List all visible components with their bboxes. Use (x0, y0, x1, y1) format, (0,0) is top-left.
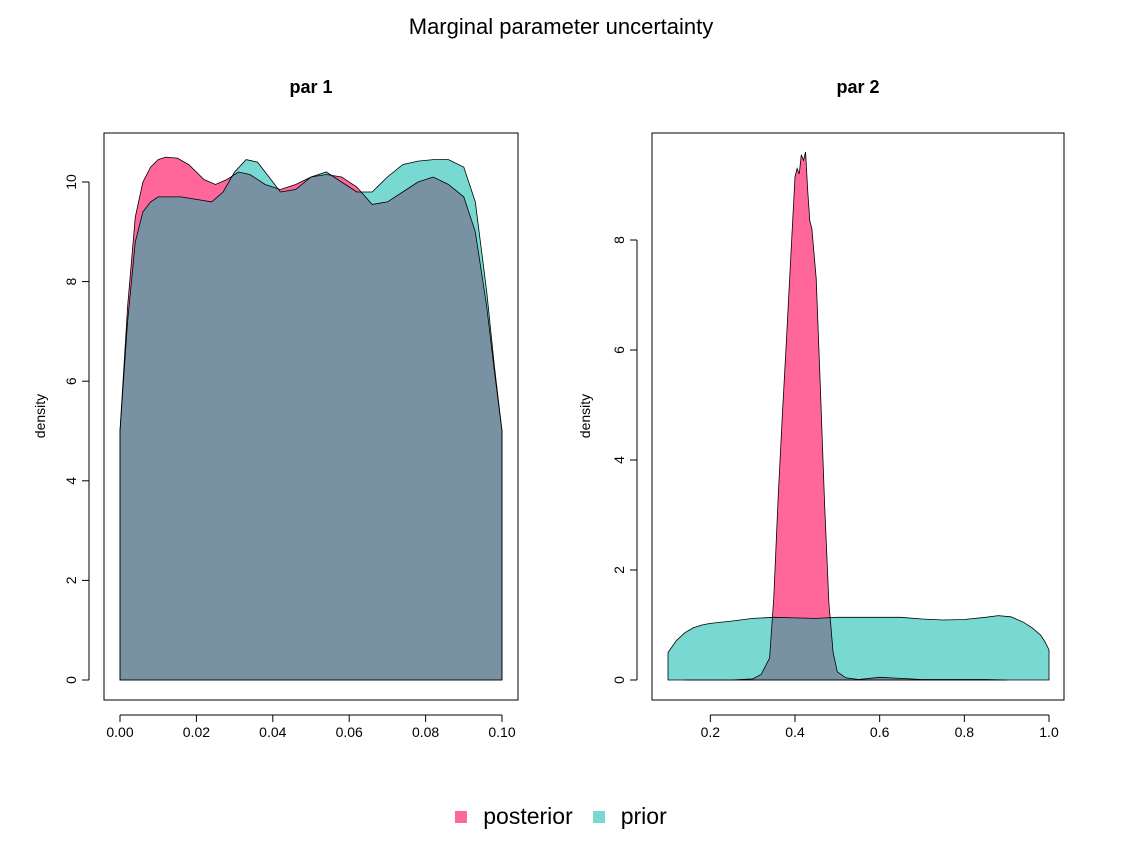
x-tick-label: 0.10 (488, 724, 515, 740)
y-tick-label: 4 (611, 456, 627, 464)
legend-label-prior: prior (620, 803, 667, 829)
y-tick-label: 0 (63, 676, 79, 684)
plot-frame (651, 132, 1065, 701)
legend-item-posterior: posterior (455, 803, 573, 830)
overlap-area (120, 159, 502, 680)
panel-par-1: par 1 density 0.00 0.02 0.04 0.06 0.08 0.10 0 2 4 6… (32, 77, 519, 740)
series-posterior-outline (119, 156, 503, 681)
x-tick-label: 0.6 (870, 724, 890, 740)
y-tick-label: 0 (611, 676, 627, 684)
y-axis-label: density (577, 394, 593, 438)
x-tick-label: 0.08 (412, 724, 439, 740)
series-prior-outline (119, 159, 503, 681)
series-posterior-area (684, 152, 1007, 680)
x-tick-label: 0.8 (955, 724, 975, 740)
legend-swatch-posterior (455, 810, 468, 823)
legend: posterior prior (0, 803, 1122, 830)
legend-label-posterior: posterior (483, 803, 573, 829)
x-tick-label: 1.0 (1039, 724, 1059, 740)
main-title: Marginal parameter uncertainty (408, 14, 714, 39)
y-tick-label: 6 (611, 346, 627, 354)
y-tick-label: 8 (611, 236, 627, 244)
legend-item-prior: prior (592, 803, 667, 830)
panel-par-2: par 2 density 0.2 0.4 0.6 0.8 1.0 0 2 4 6 8 (577, 77, 1065, 740)
y-tick-label: 10 (63, 174, 79, 190)
plot-frame (103, 132, 519, 701)
series-prior-area (668, 615, 1049, 680)
x-tick-label: 0.4 (785, 724, 805, 740)
panel-title: par 2 (836, 77, 879, 97)
legend-swatch-prior (592, 810, 605, 823)
y-tick-label: 2 (63, 576, 79, 584)
y-tick-label: 2 (611, 566, 627, 574)
x-tick-label: 0.04 (259, 724, 286, 740)
x-tick-label: 0.02 (183, 724, 210, 740)
x-tick-label: 0.2 (701, 724, 721, 740)
y-tick-label: 8 (63, 277, 79, 285)
series-posterior-outline (684, 151, 1007, 681)
y-tick-label: 6 (63, 377, 79, 385)
x-tick-label: 0.00 (106, 724, 133, 740)
x-tick-label: 0.06 (336, 724, 363, 740)
series-prior-outline (667, 615, 1050, 681)
y-axis-label: density (32, 394, 48, 438)
y-tick-label: 4 (63, 477, 79, 485)
panel-title: par 1 (289, 77, 332, 97)
overlap-area (684, 615, 1007, 680)
